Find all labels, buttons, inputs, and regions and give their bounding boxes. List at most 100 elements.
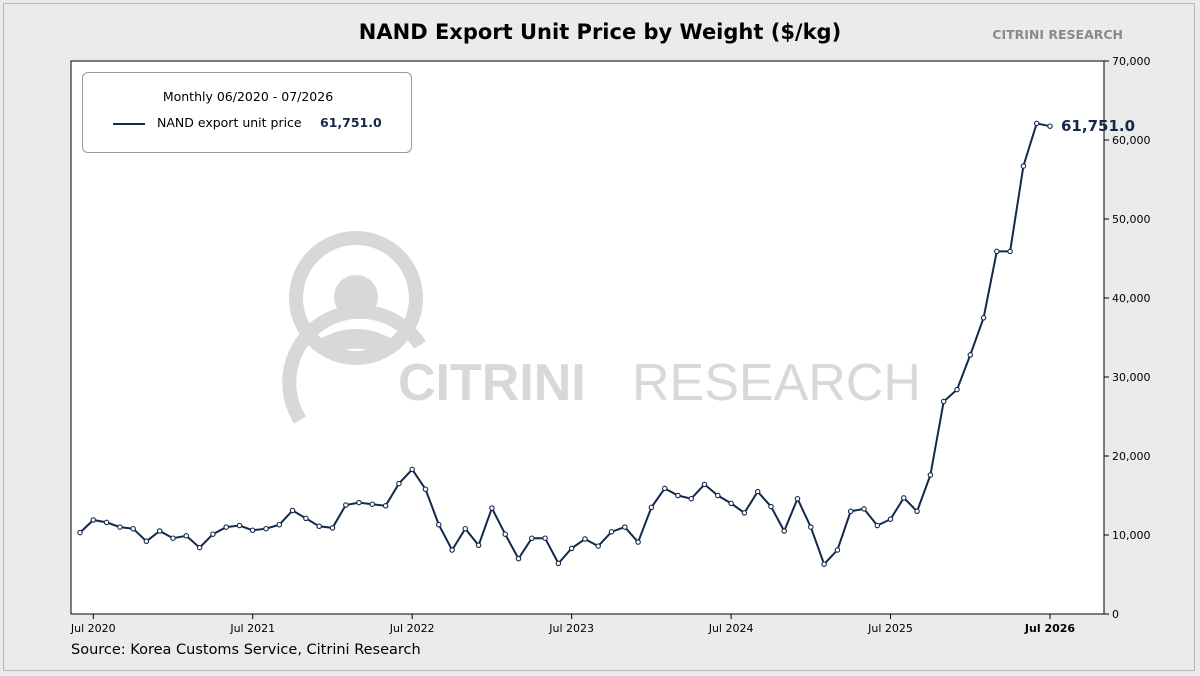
data-point	[369, 501, 376, 507]
data-point	[1007, 248, 1013, 255]
watermark-text-bold: CITRINI	[398, 354, 586, 412]
data-point	[263, 525, 269, 532]
data-point	[183, 533, 190, 539]
data-point	[555, 560, 562, 567]
watermark-shoulders	[318, 329, 394, 355]
data-point	[568, 545, 575, 552]
x-tick-label: Jul 2022	[389, 622, 435, 635]
data-point	[901, 495, 907, 501]
data-point	[675, 492, 681, 499]
watermark: CITRINI RESEARCH	[282, 231, 921, 424]
x-tick-label: Jul 2025	[867, 622, 913, 635]
source-note: Source: Korea Customs Service, Citrini R…	[71, 642, 421, 658]
data-point	[542, 535, 548, 541]
data-point	[635, 539, 641, 545]
data-point	[847, 508, 854, 515]
x-tick-label: Jul 2023	[548, 622, 594, 635]
data-point	[449, 547, 455, 553]
data-point	[781, 528, 787, 534]
data-point	[343, 502, 349, 508]
data-point	[701, 481, 708, 488]
data-point	[170, 535, 176, 541]
data-point	[236, 522, 243, 529]
data-point	[661, 485, 668, 492]
watermark-ring	[289, 231, 423, 365]
data-point	[648, 504, 655, 511]
data-point	[117, 524, 123, 530]
data-point	[622, 524, 628, 530]
y-tick-label: 40,000	[1112, 292, 1151, 305]
data-point	[794, 495, 801, 502]
chart-title: NAND Export Unit Price by Weight ($/kg)	[358, 20, 842, 44]
data-point	[382, 503, 389, 509]
data-point	[994, 248, 1000, 255]
data-point	[821, 561, 827, 567]
brand-label: CITRINI RESEARCH	[992, 27, 1123, 42]
y-tick-label: 30,000	[1112, 371, 1151, 384]
data-point	[396, 480, 402, 487]
data-point	[210, 531, 216, 537]
data-point	[422, 486, 429, 492]
data-point	[223, 524, 229, 530]
data-point	[967, 352, 974, 358]
data-point	[103, 519, 110, 526]
plot-area	[70, 60, 1105, 615]
data-point	[1020, 163, 1027, 169]
data-point	[489, 505, 495, 511]
data-point	[1047, 123, 1053, 129]
x-tick-label: Jul 2026	[1024, 622, 1075, 635]
data-point	[409, 466, 415, 473]
data-point	[595, 543, 601, 549]
data-point	[887, 516, 894, 522]
data-point	[582, 536, 588, 542]
y-tick-label: 0	[1112, 608, 1119, 621]
data-point	[356, 499, 362, 506]
x-tick-label: Jul 2020	[70, 622, 116, 635]
data-point	[940, 398, 947, 405]
data-point	[249, 527, 256, 534]
watermark-text-light: RESEARCH	[632, 354, 921, 412]
data-point	[436, 521, 442, 528]
data-point	[303, 515, 309, 522]
data-point	[289, 507, 296, 514]
legend: Monthly 06/2020 - 07/2026 NAND export un…	[82, 72, 412, 153]
data-point	[715, 492, 721, 499]
x-axis: Jul 2020 Jul 2021 Jul 2022 Jul 2023 Jul 2024…	[70, 614, 1075, 635]
data-point	[130, 525, 136, 532]
data-point	[143, 538, 150, 545]
data-point	[529, 535, 535, 541]
legend-value: 61,751.0	[320, 115, 382, 130]
data-point	[754, 488, 761, 495]
legend-title: Monthly 06/2020 - 07/2026	[162, 89, 334, 104]
x-tick-label: Jul 2021	[229, 622, 275, 635]
watermark-arc	[282, 304, 426, 424]
data-point	[1033, 120, 1040, 127]
data-point	[688, 495, 694, 502]
data-point	[502, 531, 508, 537]
data-point	[861, 506, 867, 512]
y-axis: 0 10,000 20,000 30,000 40,000 50,000 60,000 70,…	[1104, 55, 1151, 621]
end-value-label: 61,751.0	[1061, 117, 1135, 135]
legend-label: NAND export unit price	[157, 115, 302, 130]
series-points	[77, 120, 1053, 567]
data-point	[316, 523, 322, 530]
y-tick-label: 10,000	[1112, 529, 1151, 542]
data-point	[834, 547, 841, 553]
data-point	[515, 555, 522, 562]
data-point	[462, 525, 469, 532]
y-tick-label: 70,000	[1112, 55, 1151, 68]
data-point	[914, 508, 920, 515]
data-point	[475, 542, 482, 549]
data-point	[768, 503, 774, 510]
data-point	[741, 510, 748, 516]
data-point	[156, 528, 163, 534]
data-point	[874, 522, 881, 529]
data-point	[728, 500, 734, 507]
data-point	[196, 544, 203, 551]
data-point	[276, 521, 283, 528]
data-point	[77, 529, 83, 536]
data-point	[608, 529, 615, 535]
data-point	[808, 524, 814, 530]
y-tick-label: 20,000	[1112, 450, 1151, 463]
